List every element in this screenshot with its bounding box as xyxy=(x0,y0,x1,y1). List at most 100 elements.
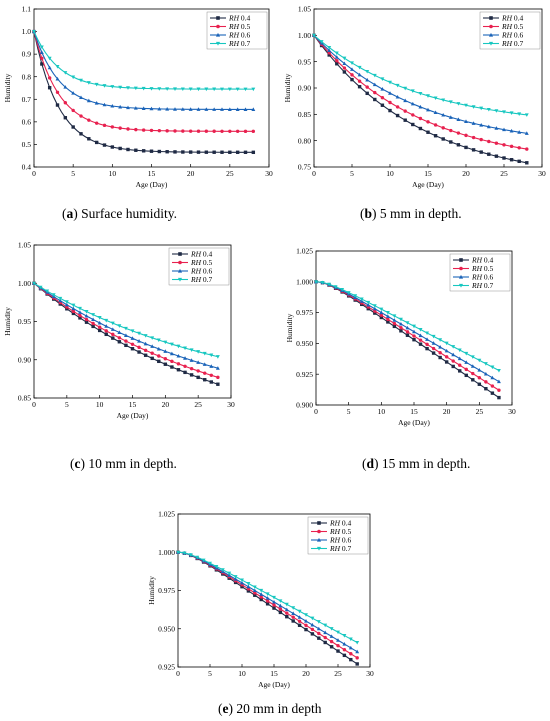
legend-label-b-1: RH 0.5 xyxy=(501,22,524,31)
data-point-b-2 xyxy=(433,110,438,115)
legend-marker-a-1 xyxy=(216,24,220,29)
y-tick-label-c: 1.00 xyxy=(18,279,31,288)
data-point-b-0 xyxy=(342,70,347,74)
data-point-b-0 xyxy=(357,85,362,89)
data-point-d-3 xyxy=(359,297,364,302)
data-point-d-2 xyxy=(418,333,423,338)
data-point-d-2 xyxy=(457,356,462,361)
data-point-e-2 xyxy=(291,611,296,615)
data-point-c-1 xyxy=(117,336,122,340)
data-point-b-3 xyxy=(426,94,430,98)
x-tick-label-c: 25 xyxy=(194,400,202,409)
data-point-b-2 xyxy=(403,98,408,103)
data-point-a-2 xyxy=(157,106,162,111)
series-a-1 xyxy=(32,29,256,134)
data-point-a-0 xyxy=(71,125,75,129)
series-e-3 xyxy=(176,550,360,645)
y-tick-label-b: 0.95 xyxy=(298,57,311,66)
x-tick-label-d: 15 xyxy=(410,407,418,416)
x-tick-label-a: 5 xyxy=(71,169,75,178)
data-point-b-3 xyxy=(380,77,385,81)
data-point-e-2 xyxy=(265,596,270,600)
y-tick-label-e: 1.025 xyxy=(158,510,175,519)
data-point-d-0 xyxy=(405,333,410,337)
legend-marker-b-1 xyxy=(489,24,493,29)
legend-label-b-3: RH 0.7 xyxy=(501,39,524,48)
data-point-b-2 xyxy=(395,94,400,99)
data-point-e-1 xyxy=(297,619,302,623)
series-line-c-2 xyxy=(33,282,219,369)
data-point-b-3 xyxy=(502,110,506,114)
legend-marker-c-0 xyxy=(178,252,182,256)
data-point-b-1 xyxy=(456,131,461,135)
data-point-a-1 xyxy=(181,129,185,133)
data-point-c-1 xyxy=(130,342,135,346)
data-point-b-3 xyxy=(418,91,423,96)
caption-c: (c) 10 mm in depth. xyxy=(70,456,177,471)
legend-marker-d-1 xyxy=(459,266,463,271)
data-point-a-3 xyxy=(55,65,60,69)
legend-label-e-1: RH 0.5 xyxy=(329,527,352,536)
legend-marker-e-3 xyxy=(316,546,322,551)
data-point-e-1 xyxy=(355,656,359,660)
x-tick-label-b: 20 xyxy=(462,169,470,178)
data-point-d-3 xyxy=(425,331,430,336)
data-point-b-1 xyxy=(403,109,407,113)
data-point-d-3 xyxy=(333,285,338,289)
data-point-d-1 xyxy=(418,338,423,342)
data-point-c-3 xyxy=(84,310,89,314)
data-point-e-0 xyxy=(329,645,334,649)
x-axis-label-d: Age (Day) xyxy=(398,418,430,427)
data-point-e-0 xyxy=(291,619,295,623)
data-point-e-2 xyxy=(246,584,251,589)
data-point-a-3 xyxy=(165,87,170,91)
data-point-d-0 xyxy=(418,342,423,346)
data-point-d-1 xyxy=(458,363,462,367)
y-tick-label-a: 0.9 xyxy=(22,50,32,59)
chart-panel-a: 0 5 10 15 20 25 30 0.4 0.5 0.6 0.7 0.8 0.9 1.0 1.1 Age … xyxy=(0,0,275,200)
data-point-b-1 xyxy=(525,147,529,151)
legend-label-e-0: RH 0.4 xyxy=(329,519,352,528)
data-point-d-0 xyxy=(366,306,370,311)
data-point-a-2 xyxy=(55,76,60,81)
legend-label-b-0: RH 0.4 xyxy=(501,14,524,23)
data-point-b-2 xyxy=(388,91,392,95)
caption-d: (d) 15 mm in depth. xyxy=(362,456,471,471)
data-point-a-3 xyxy=(204,87,209,92)
data-point-d-0 xyxy=(484,386,488,391)
chart-svg-c: 0 5 10 15 20 25 30 0.85 0.90 0.95 1.00 1.05 Age (Day… xyxy=(3,241,235,420)
data-point-a-3 xyxy=(141,86,146,91)
series-d-2 xyxy=(314,279,501,384)
legend-label-a-3: RH 0.7 xyxy=(228,39,251,48)
data-point-b-2 xyxy=(418,104,423,109)
data-point-a-2 xyxy=(180,107,185,111)
data-point-e-3 xyxy=(201,558,206,563)
data-point-a-3 xyxy=(212,87,217,92)
y-tick-label-a: 1.0 xyxy=(22,27,32,36)
data-point-a-3 xyxy=(188,87,193,92)
data-point-d-0 xyxy=(497,395,501,400)
series-c-3 xyxy=(32,281,220,359)
legend-label-d-1: RH 0.5 xyxy=(471,264,494,273)
data-point-b-2 xyxy=(426,107,430,112)
data-point-c-0 xyxy=(78,316,82,320)
data-point-a-3 xyxy=(157,87,162,91)
data-point-d-3 xyxy=(412,324,416,329)
y-tick-label-d: 0.925 xyxy=(296,370,313,379)
data-point-e-1 xyxy=(342,647,347,652)
data-point-b-0 xyxy=(464,145,468,150)
data-point-a-2 xyxy=(212,107,217,111)
data-point-d-3 xyxy=(314,280,318,284)
data-point-c-1 xyxy=(97,325,102,329)
data-point-b-0 xyxy=(479,150,483,154)
data-point-c-0 xyxy=(189,373,194,377)
data-point-e-3 xyxy=(265,592,270,596)
data-point-d-1 xyxy=(451,359,455,363)
caption-label-d: d xyxy=(366,456,375,471)
data-point-d-2 xyxy=(425,337,430,341)
data-point-a-1 xyxy=(47,76,52,80)
data-point-b-1 xyxy=(327,51,331,55)
data-point-e-0 xyxy=(297,623,302,627)
data-point-e-1 xyxy=(336,643,340,648)
data-point-b-0 xyxy=(525,161,529,165)
